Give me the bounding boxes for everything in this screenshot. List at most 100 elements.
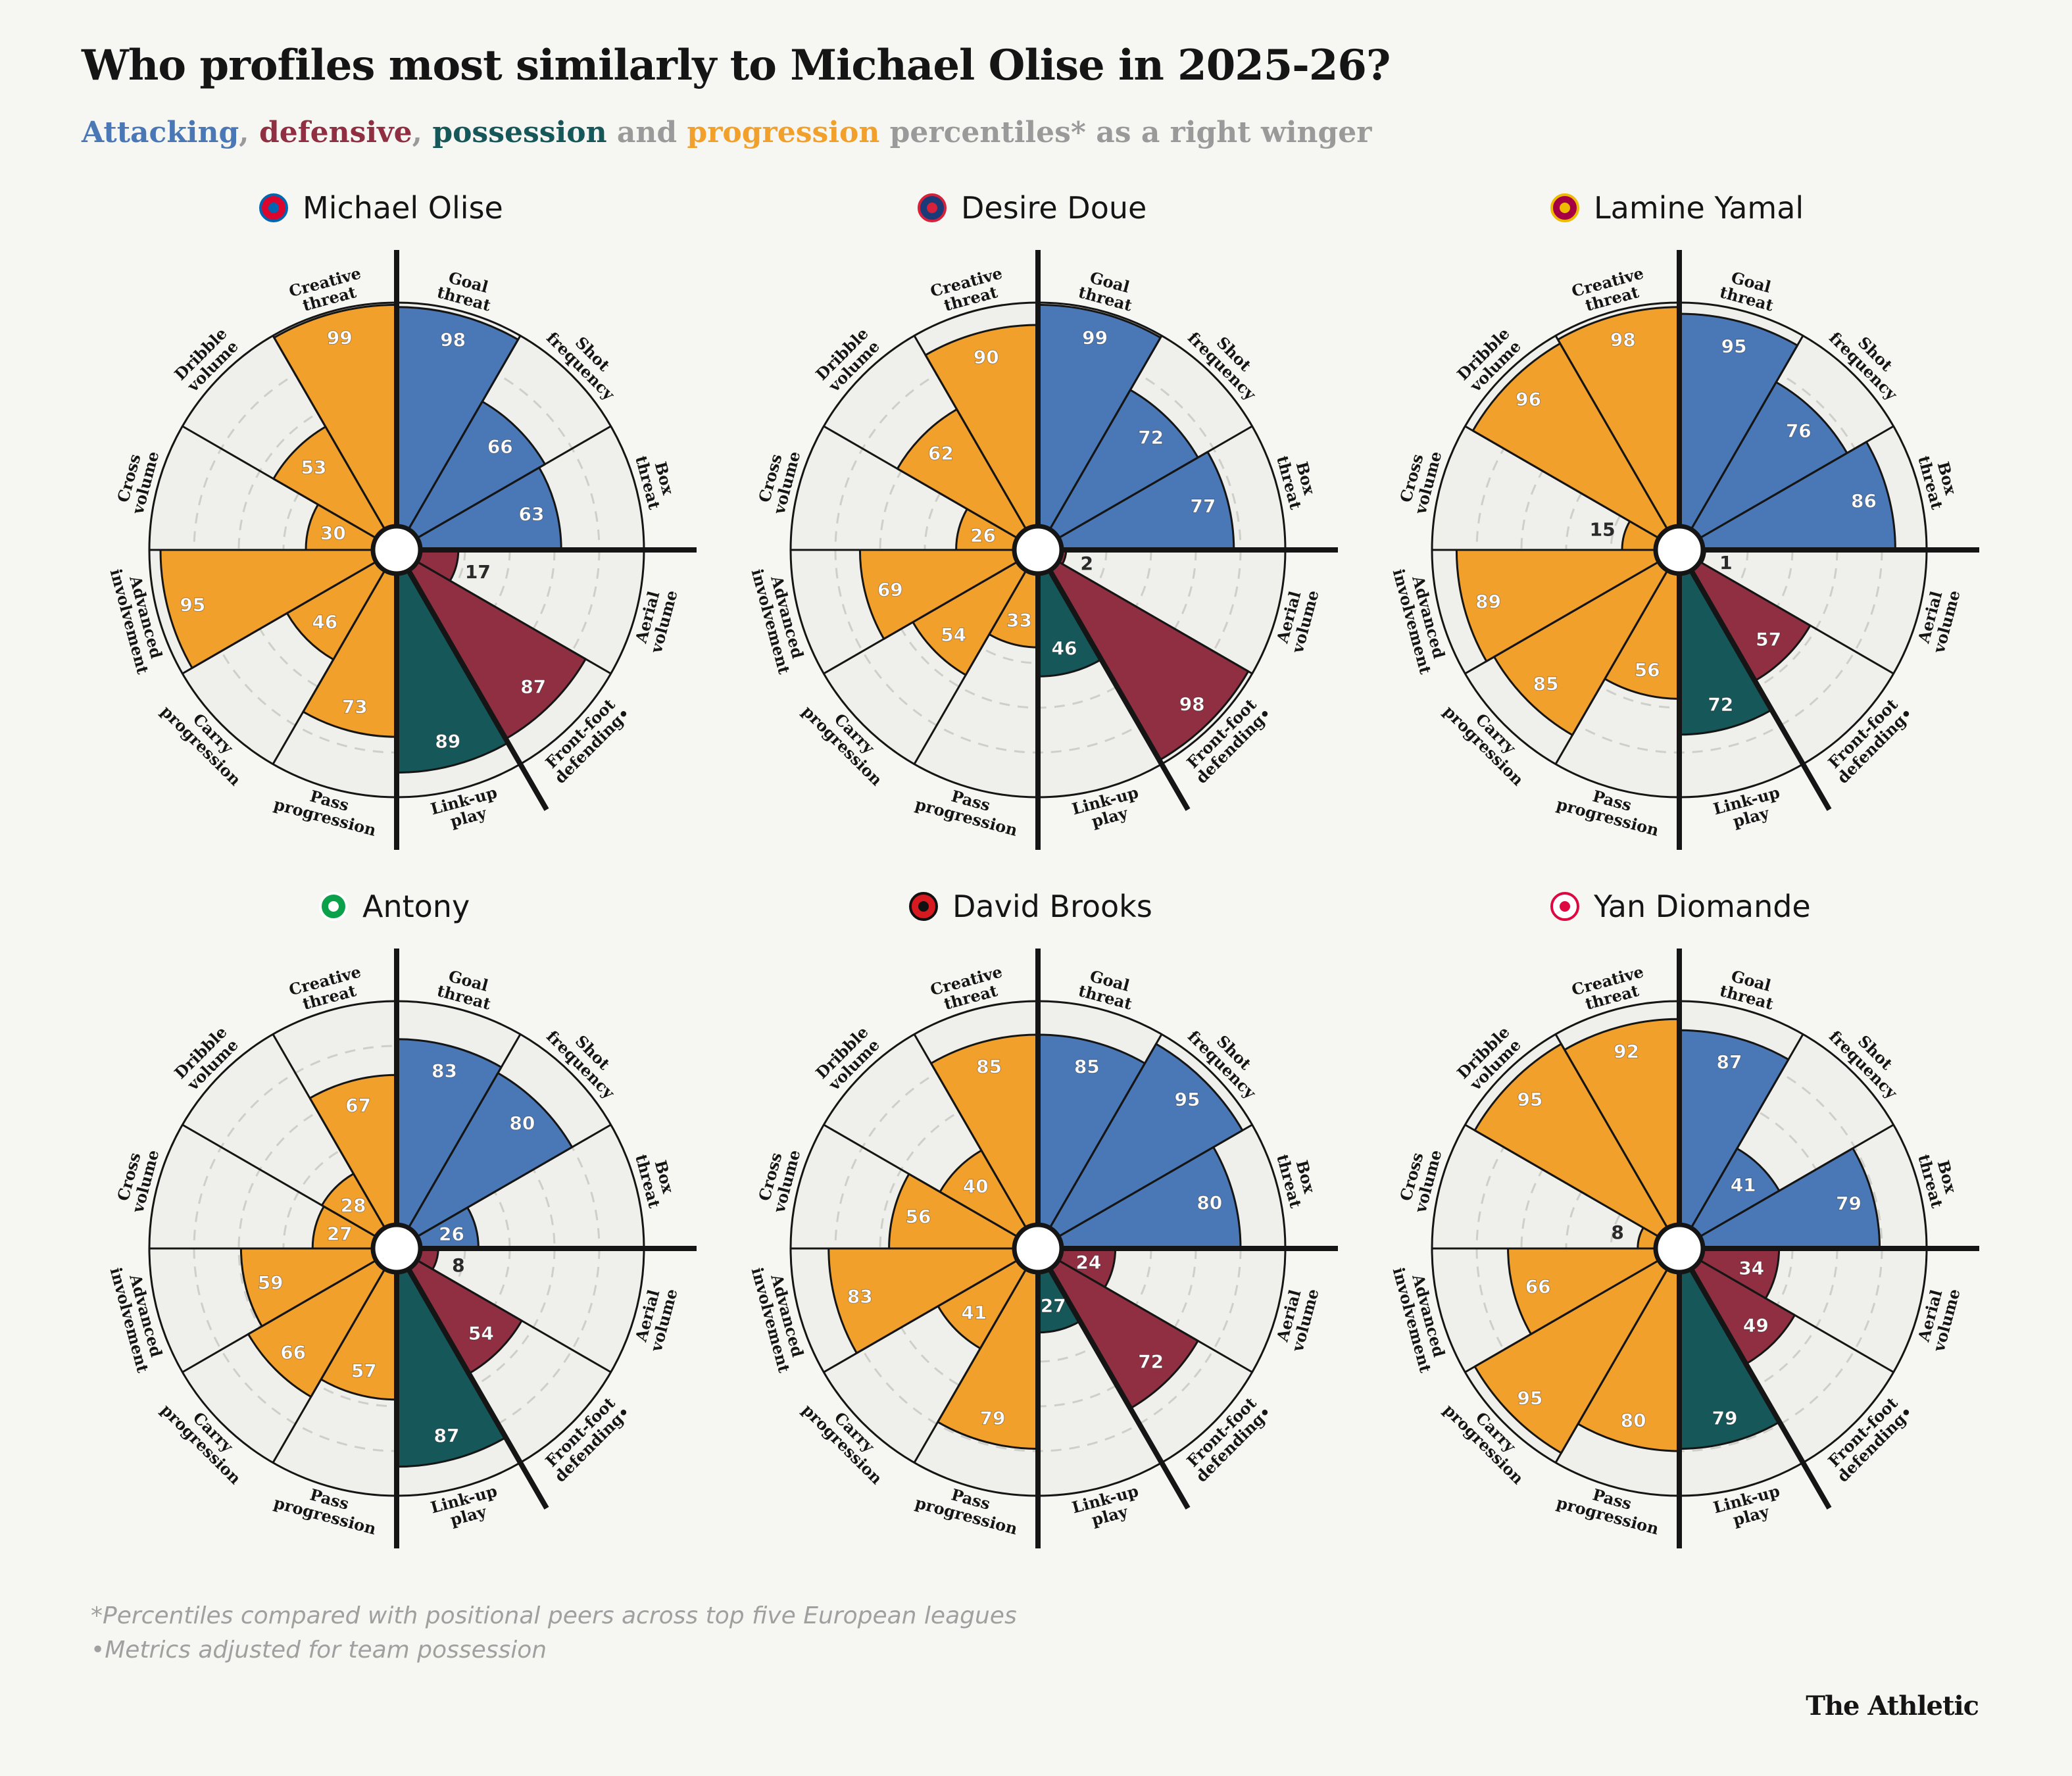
data-label-creative-threat: 85 bbox=[976, 1056, 1002, 1077]
data-label-cross-volume: 15 bbox=[1590, 519, 1616, 541]
sector-divider bbox=[913, 1268, 1027, 1464]
footnote-percentiles: *Percentiles compared with positional pe… bbox=[91, 1602, 1017, 1629]
sector-divider bbox=[407, 1033, 522, 1229]
center-hub bbox=[370, 1222, 423, 1275]
group-separator bbox=[1689, 1268, 1832, 1510]
data-label-dribble-volume: 96 bbox=[1516, 389, 1541, 410]
data-label-goal-threat: 99 bbox=[1082, 327, 1108, 349]
data-label-aerial-volume: 34 bbox=[1739, 1257, 1764, 1279]
sector-divider bbox=[1554, 570, 1669, 765]
data-label-link-up-play: 72 bbox=[1708, 694, 1733, 716]
sector-divider bbox=[823, 1259, 1018, 1373]
metric-label-creative-threat: Creativethreat bbox=[928, 263, 1008, 317]
data-label-dribble-volume: 28 bbox=[341, 1195, 366, 1216]
sector-divider bbox=[416, 1259, 612, 1373]
data-label-front-foot-defending: 87 bbox=[520, 676, 546, 698]
sector-divider bbox=[1699, 1259, 1894, 1373]
sector-divider bbox=[182, 425, 377, 539]
player-name: Yan Diomande bbox=[1593, 889, 1811, 924]
data-label-carry-progression: 85 bbox=[1533, 673, 1559, 695]
group-separator bbox=[1689, 569, 1832, 811]
data-label-dribble-volume: 40 bbox=[963, 1175, 989, 1197]
sector-divider bbox=[1690, 335, 1804, 530]
data-label-front-foot-defending: 54 bbox=[468, 1322, 494, 1344]
data-label-advanced-involvement: 83 bbox=[847, 1286, 873, 1308]
sector-divider bbox=[1690, 1033, 1804, 1229]
data-label-link-up-play: 89 bbox=[435, 730, 460, 752]
sector-divider bbox=[272, 1268, 386, 1464]
sector-divider bbox=[1048, 335, 1163, 530]
data-label-creative-threat: 90 bbox=[974, 346, 999, 368]
data-label-aerial-volume: 17 bbox=[465, 561, 491, 583]
sector-divider bbox=[913, 335, 1027, 530]
sector-divider bbox=[416, 1123, 612, 1238]
data-label-box-threat: 77 bbox=[1190, 495, 1216, 517]
sector-divider bbox=[913, 570, 1027, 765]
sector-divider bbox=[1699, 1123, 1894, 1238]
sector-divider bbox=[1464, 560, 1660, 675]
subtitle-defensive: defensive bbox=[259, 116, 412, 149]
radial-chart-antony: 83802685487576659272867GoalthreatShotfre… bbox=[107, 889, 697, 1548]
radial-charts-grid: 986663178789734695305399GoalthreatShotfr… bbox=[107, 190, 1979, 1548]
radial-chart-desire-doue: 99727729846335469266290GoalthreatShotfre… bbox=[748, 190, 1338, 850]
metric-label-goal-threat: Goalthreat bbox=[1076, 964, 1138, 1014]
subtitle-and: and bbox=[616, 116, 678, 149]
subtitle-progression: progression bbox=[687, 116, 880, 149]
data-label-box-threat: 26 bbox=[439, 1223, 464, 1245]
chart-subtitle: Attacking, defensive, possession and pro… bbox=[82, 116, 1371, 149]
data-label-carry-progression: 66 bbox=[280, 1341, 306, 1363]
data-label-link-up-play: 46 bbox=[1052, 637, 1077, 659]
the-athletic-logo: The Athletic bbox=[1806, 1690, 1979, 1721]
sector-divider bbox=[182, 1123, 377, 1238]
center-hub bbox=[1012, 524, 1064, 576]
sector-divider bbox=[823, 1123, 1018, 1238]
data-label-cross-volume: 8 bbox=[1611, 1221, 1623, 1243]
center-hub bbox=[1653, 1222, 1706, 1275]
data-label-advanced-involvement: 69 bbox=[877, 579, 903, 601]
sector-divider bbox=[1058, 425, 1253, 539]
sector-divider bbox=[182, 560, 377, 675]
sector-divider bbox=[1464, 1123, 1660, 1238]
data-label-box-threat: 63 bbox=[519, 503, 545, 525]
radial-chart-michael-olise: 986663178789734695305399GoalthreatShotfr… bbox=[107, 190, 697, 850]
data-label-front-foot-defending: 57 bbox=[1756, 629, 1781, 651]
real-betis-crest-icon bbox=[319, 892, 348, 921]
data-label-pass-progression: 80 bbox=[1621, 1410, 1646, 1431]
sector-divider bbox=[1699, 425, 1894, 539]
data-label-aerial-volume: 2 bbox=[1080, 553, 1093, 574]
data-label-dribble-volume: 53 bbox=[301, 456, 327, 478]
player-name: David Brooks bbox=[952, 889, 1152, 924]
player-name: Lamine Yamal bbox=[1594, 190, 1804, 226]
subtitle-attacking: Attacking bbox=[82, 116, 239, 149]
rb-leipzig-crest-icon bbox=[1550, 892, 1579, 921]
group-separator bbox=[406, 569, 549, 811]
sector-divider bbox=[1058, 1259, 1253, 1373]
data-label-cross-volume: 26 bbox=[970, 525, 996, 547]
data-label-link-up-play: 79 bbox=[1712, 1408, 1738, 1429]
data-label-pass-progression: 73 bbox=[342, 696, 368, 718]
sector-divider bbox=[182, 1259, 377, 1373]
sector-divider bbox=[1058, 1123, 1253, 1238]
player-name: Antony bbox=[362, 889, 470, 924]
data-label-pass-progression: 33 bbox=[1006, 609, 1032, 631]
data-label-goal-threat: 87 bbox=[1717, 1051, 1742, 1073]
psg-crest-icon bbox=[918, 193, 947, 222]
data-label-cross-volume: 56 bbox=[906, 1206, 931, 1227]
data-label-carry-progression: 95 bbox=[1517, 1387, 1543, 1409]
data-label-aerial-volume: 1 bbox=[1719, 552, 1732, 574]
data-label-shot-frequency: 72 bbox=[1138, 426, 1164, 448]
bayern-munich-crest-icon bbox=[259, 193, 288, 222]
sector-divider bbox=[1048, 1033, 1163, 1229]
metric-label-creative-threat: Creativethreat bbox=[287, 962, 367, 1016]
sector-divider bbox=[1464, 425, 1660, 539]
group-separator bbox=[1047, 1268, 1191, 1510]
group-separator bbox=[406, 1268, 549, 1510]
data-label-dribble-volume: 62 bbox=[928, 442, 954, 464]
data-label-advanced-involvement: 66 bbox=[1525, 1276, 1551, 1298]
player-name: Michael Olise bbox=[303, 190, 503, 226]
barcelona-crest-icon bbox=[1550, 193, 1579, 222]
data-label-cross-volume: 27 bbox=[327, 1223, 353, 1245]
data-label-pass-progression: 79 bbox=[980, 1408, 1006, 1429]
sector-divider bbox=[823, 560, 1018, 675]
data-label-advanced-involvement: 89 bbox=[1475, 591, 1501, 612]
